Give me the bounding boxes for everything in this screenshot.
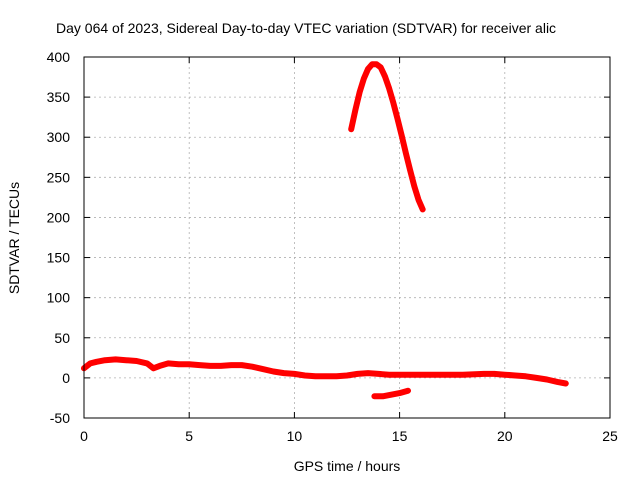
series-line-2 <box>348 61 426 213</box>
y-tick-label: 150 <box>47 250 71 266</box>
y-tick-label: -50 <box>50 410 70 426</box>
x-axis-label: GPS time / hours <box>294 458 401 474</box>
series-line-1 <box>81 356 569 387</box>
y-tick-label: 200 <box>47 209 71 225</box>
y-tick-label: 350 <box>47 89 71 105</box>
chart-title: Day 064 of 2023, Sidereal Day-to-day VTE… <box>56 20 556 36</box>
x-tick-label: 20 <box>497 428 513 444</box>
x-tick-label: 5 <box>185 428 193 444</box>
x-tick-label: 25 <box>602 428 618 444</box>
y-tick-label: 250 <box>47 169 71 185</box>
x-tick-label: 10 <box>287 428 303 444</box>
x-tick-label: 0 <box>80 428 88 444</box>
x-tick-label: 15 <box>392 428 408 444</box>
y-tick-label: 100 <box>47 290 71 306</box>
series-layer <box>81 61 569 400</box>
series-line-3 <box>371 387 411 400</box>
y-tick-label: 50 <box>54 330 70 346</box>
y-axis-label: SDTVAR / TECUs <box>6 182 22 294</box>
y-tick-label: 0 <box>62 370 70 386</box>
axis-ticks: 0 5 10 15 20 25 -50 0 50 100 150 200 250 300 350 400 <box>47 49 618 444</box>
y-tick-label: 300 <box>47 129 71 145</box>
y-tick-label: 400 <box>47 49 71 65</box>
plot-frame <box>83 56 611 419</box>
